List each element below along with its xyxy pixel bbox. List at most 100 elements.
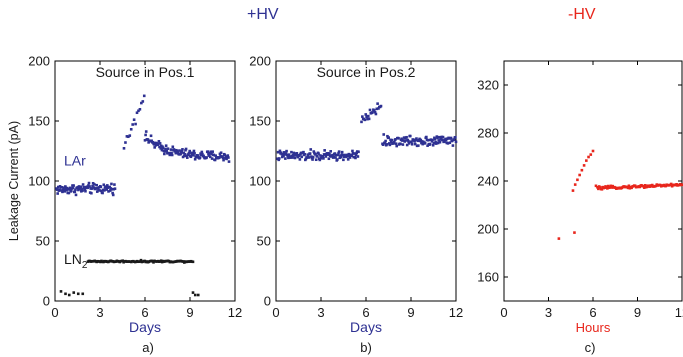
data-point [178, 149, 181, 152]
data-point [287, 156, 290, 160]
data-point [449, 136, 453, 140]
data-point [88, 185, 91, 188]
data-point [441, 135, 445, 139]
data-point [125, 135, 129, 138]
y-tick-label: 200 [477, 222, 499, 237]
data-point [193, 152, 196, 155]
data-point [159, 147, 163, 150]
data-point [62, 186, 65, 190]
data-point [448, 141, 452, 144]
data-point [83, 188, 87, 191]
data-point [431, 143, 435, 147]
data-point [336, 158, 339, 161]
series-black [59, 258, 200, 297]
data-point [92, 186, 96, 189]
data-point [598, 186, 602, 189]
data-point [354, 156, 357, 160]
data-point [186, 156, 189, 159]
data-point [164, 144, 168, 147]
data-point [95, 190, 99, 193]
data-point [643, 184, 647, 187]
data-point [144, 133, 147, 137]
data-point [311, 158, 314, 161]
data-point [651, 183, 654, 187]
data-point [339, 155, 343, 159]
data-point [310, 155, 313, 158]
data-point [201, 152, 204, 156]
data-point [95, 183, 98, 187]
y-tick-label: 0 [43, 294, 50, 309]
data-point [69, 189, 73, 193]
data-point [113, 183, 116, 186]
data-point [292, 151, 296, 155]
data-point [295, 152, 299, 155]
data-point [87, 181, 91, 185]
data-point [374, 112, 378, 116]
y-axis-label: Leakage Current (pA) [7, 121, 21, 241]
data-point [405, 135, 408, 139]
data-point [392, 140, 396, 144]
data-point [152, 143, 156, 146]
data-point [298, 158, 302, 161]
data-point [142, 94, 146, 98]
data-point [312, 150, 316, 153]
data-point [179, 151, 183, 154]
data-point [64, 292, 67, 296]
data-point [434, 140, 437, 144]
x-tick-label: 12 [228, 305, 242, 320]
data-point [156, 142, 160, 146]
x-tick-label: 6 [141, 305, 148, 320]
data-point [163, 152, 166, 156]
data-point [107, 190, 110, 193]
data-point [108, 189, 112, 192]
data-point [73, 190, 77, 194]
data-point [587, 155, 590, 159]
data-point [404, 139, 408, 142]
data-point [138, 260, 142, 263]
data-point [59, 189, 62, 192]
data-point [106, 184, 109, 187]
data-point [428, 142, 432, 146]
data-point [146, 138, 150, 141]
data-point [350, 154, 354, 157]
data-point [59, 290, 63, 293]
data-point [293, 154, 296, 157]
x-tick-label: 9 [634, 305, 641, 320]
data-point [436, 136, 439, 140]
data-point [55, 188, 59, 191]
x-axis-label: Days [350, 319, 382, 335]
data-point [406, 138, 410, 142]
data-point [158, 142, 162, 145]
data-point [394, 142, 398, 145]
data-point [225, 157, 228, 161]
data-point [214, 154, 218, 157]
data-point [171, 145, 175, 149]
data-point [150, 139, 153, 143]
data-point [294, 153, 298, 157]
data-point [437, 139, 441, 142]
data-point [319, 157, 323, 160]
data-point [281, 153, 285, 156]
data-point [600, 188, 604, 191]
data-point [442, 140, 446, 143]
data-point [367, 117, 371, 121]
data-point [337, 150, 341, 153]
data-point [182, 154, 186, 158]
data-point [169, 148, 173, 151]
data-point [654, 184, 658, 188]
data-point [193, 293, 197, 297]
plus-hv-heading: +HV [247, 6, 279, 23]
data-point [316, 154, 319, 158]
data-point [432, 141, 436, 145]
data-point [153, 146, 156, 149]
data-point [152, 261, 155, 264]
data-point [101, 191, 104, 195]
data-point [219, 151, 223, 155]
data-point [382, 133, 386, 136]
data-point [405, 143, 409, 147]
data-point [140, 101, 143, 105]
data-point [200, 150, 204, 154]
data-point [438, 135, 441, 139]
data-point [333, 152, 337, 155]
